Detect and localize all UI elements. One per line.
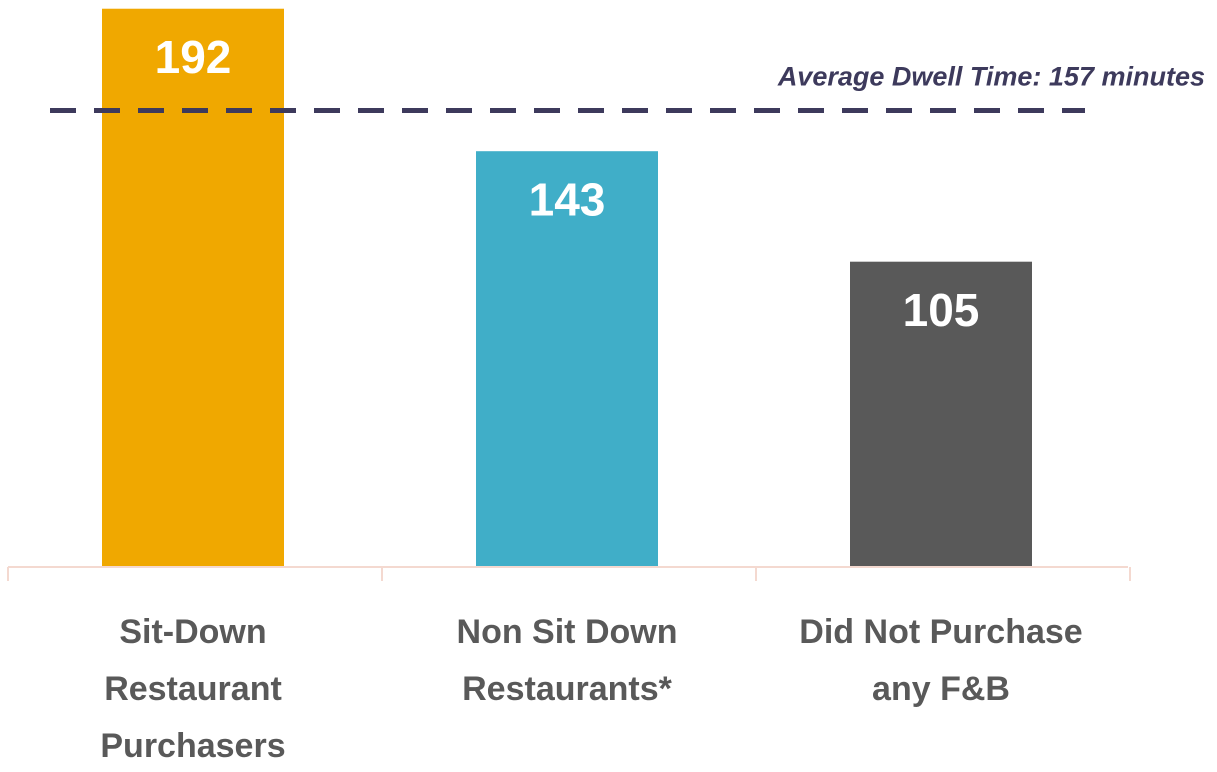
reference-label: Average Dwell Time: 157 minutes [777,62,1205,92]
bar [850,261,1032,567]
bar [476,151,658,567]
value-label: 105 [903,284,980,336]
x-tick-label: Non Sit Down Restaurants* [456,613,678,708]
value-label: 143 [529,173,606,225]
x-tick-label: Sit-Down Restaurant Purchasers [100,613,286,765]
value-label: 192 [155,31,232,83]
x-tick-label: Did Not Purchase any F&B [799,613,1083,708]
bar [102,8,284,567]
